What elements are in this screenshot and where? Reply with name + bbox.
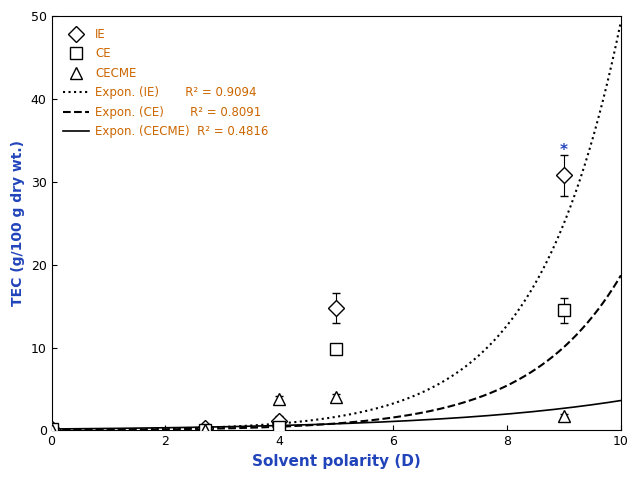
Legend: IE, CE, CECME, Expon. (IE)       R² = 0.9094, Expon. (CE)       R² = 0.8091, Exp: IE, CE, CECME, Expon. (IE) R² = 0.9094, … xyxy=(58,22,275,144)
Y-axis label: TEC (g/100 g dry wt.): TEC (g/100 g dry wt.) xyxy=(11,140,25,306)
Text: *: * xyxy=(560,143,568,158)
X-axis label: Solvent polarity (D): Solvent polarity (D) xyxy=(252,454,420,469)
